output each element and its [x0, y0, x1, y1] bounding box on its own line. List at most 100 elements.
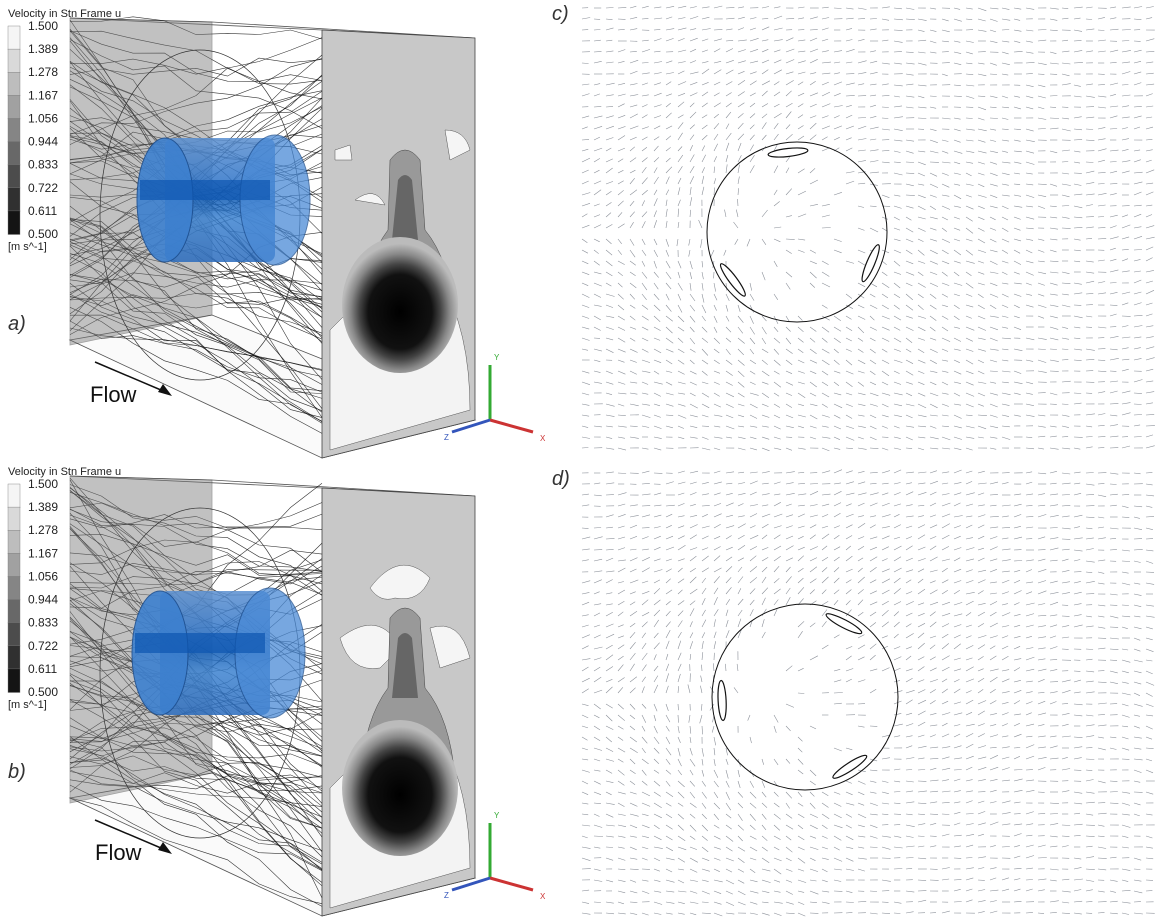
velocity-vector	[1134, 715, 1140, 716]
colorbar-band	[8, 623, 20, 647]
velocity-vector	[606, 679, 612, 682]
velocity-vector	[918, 613, 925, 616]
velocity-vector	[978, 393, 985, 396]
velocity-vector	[834, 51, 842, 52]
velocity-vector	[1014, 217, 1021, 219]
velocity-vector	[1086, 549, 1094, 551]
velocity-vector	[606, 558, 613, 561]
velocity-vector	[654, 891, 661, 892]
velocity-vector	[582, 316, 589, 319]
velocity-vector	[822, 261, 829, 265]
velocity-vector	[690, 426, 697, 428]
velocity-vector	[798, 327, 804, 332]
velocity-vector	[1002, 107, 1009, 108]
velocity-vector	[738, 71, 745, 74]
velocity-vector	[1038, 338, 1047, 340]
velocity-vector	[1122, 890, 1131, 891]
velocity-vector	[798, 104, 803, 107]
velocity-vector	[690, 726, 691, 734]
velocity-vector	[1122, 627, 1128, 629]
velocity-vector	[666, 601, 671, 605]
velocity-vector	[582, 158, 590, 162]
velocity-vector	[1146, 660, 1152, 661]
velocity-vector	[714, 880, 723, 882]
velocity-vector	[642, 200, 645, 206]
velocity-vector	[942, 195, 949, 196]
velocity-vector	[1026, 393, 1033, 394]
velocity-vector	[714, 814, 719, 820]
velocity-vector	[1026, 702, 1033, 705]
velocity-vector	[942, 239, 950, 243]
velocity-vector	[1014, 824, 1022, 825]
velocity-vector	[1110, 237, 1119, 239]
velocity-vector	[714, 114, 719, 118]
velocity-vector	[810, 880, 817, 881]
velocity-vector	[606, 40, 612, 41]
velocity-vector	[582, 737, 588, 740]
velocity-vector	[1026, 173, 1033, 174]
velocity-vector	[942, 734, 949, 737]
velocity-vector	[1014, 537, 1022, 539]
velocity-vector	[918, 569, 924, 572]
velocity-vector	[1014, 371, 1021, 374]
velocity-vector	[1134, 106, 1142, 107]
velocity-vector	[810, 567, 817, 572]
velocity-vector	[774, 294, 778, 300]
velocity-vector	[1146, 347, 1154, 349]
velocity-vector	[1026, 283, 1032, 285]
velocity-vector	[678, 715, 679, 723]
velocity-vector	[1074, 901, 1082, 902]
velocity-vector	[942, 689, 948, 693]
velocity-vector	[954, 349, 961, 350]
velocity-vector	[678, 82, 686, 86]
velocity-vector	[942, 814, 949, 815]
velocity-vector	[1086, 129, 1093, 130]
velocity-vector	[942, 327, 948, 331]
velocity-vector	[1122, 803, 1130, 805]
velocity-vector	[858, 437, 864, 439]
velocity-vector	[858, 523, 865, 528]
velocity-vector	[1026, 835, 1032, 836]
velocity-vector	[942, 656, 950, 660]
velocity-vector	[582, 393, 589, 395]
velocity-vector	[906, 656, 911, 660]
velocity-vector	[870, 689, 876, 693]
velocity-vector	[1122, 139, 1129, 140]
velocity-vector	[1086, 869, 1095, 870]
velocity-vector	[918, 643, 925, 649]
velocity-vector	[930, 327, 935, 331]
blade	[768, 146, 809, 158]
velocity-vector	[798, 191, 806, 195]
velocity-vector	[990, 305, 996, 309]
velocity-vector	[666, 294, 669, 300]
velocity-vector	[774, 60, 781, 63]
velocity-vector	[966, 559, 974, 561]
velocity-vector	[846, 49, 855, 52]
velocity-vector	[954, 140, 961, 142]
velocity-vector	[714, 316, 717, 323]
velocity-vector	[906, 758, 914, 760]
velocity-vector	[846, 514, 854, 517]
velocity-vector	[894, 404, 902, 406]
velocity-vector	[678, 349, 684, 353]
velocity-vector	[630, 688, 636, 693]
velocity-vector	[642, 537, 649, 540]
velocity-vector	[654, 633, 658, 638]
velocity-vector	[798, 93, 804, 96]
velocity-vector	[726, 825, 732, 829]
velocity-vector	[762, 891, 769, 893]
velocity-vector	[954, 713, 962, 715]
velocity-vector	[690, 187, 691, 195]
velocity-vector	[870, 516, 876, 517]
velocity-vector	[894, 913, 900, 914]
velocity-vector	[1122, 413, 1131, 415]
velocity-vector	[702, 556, 709, 561]
velocity-vector	[954, 283, 962, 286]
velocity-vector	[930, 525, 937, 528]
velocity-vector	[714, 891, 721, 894]
velocity-vector	[894, 514, 900, 517]
velocity-vector	[738, 134, 744, 140]
velocity-vector	[654, 559, 661, 561]
velocity-vector	[642, 891, 649, 894]
velocity-vector	[714, 803, 720, 809]
